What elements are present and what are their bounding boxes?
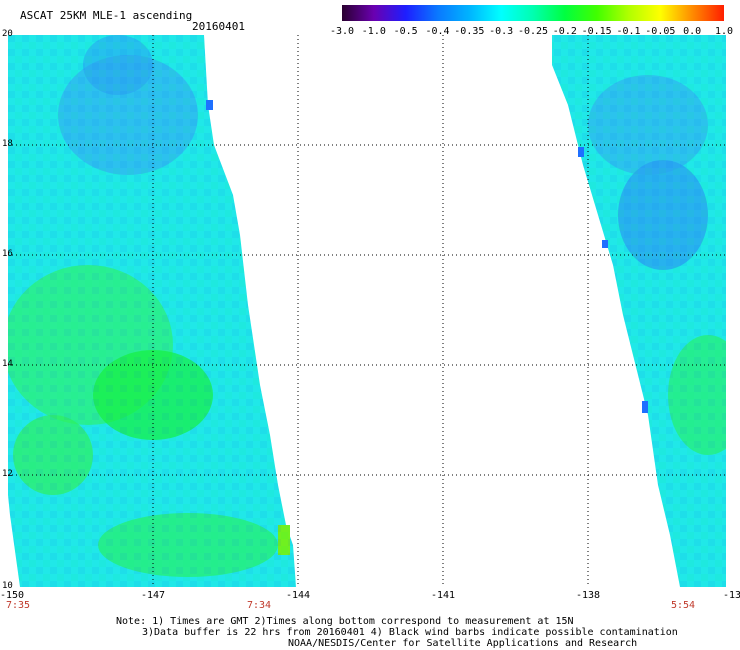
left-swath-texture: [8, 35, 296, 587]
colorbar-tick-label: -0.2: [552, 26, 577, 37]
colorbar-tick-label: -0.3: [489, 26, 514, 37]
latitude-label: 14: [2, 359, 13, 369]
note-line-3: NOAA/NESDIS/Center for Satellite Applica…: [288, 638, 638, 649]
edge-pixel: [578, 147, 584, 157]
time-label: 7:35: [5, 600, 31, 611]
time-label: 5:54: [670, 600, 696, 611]
note-line-2: 3)Data buffer is 22 hrs from 20160401 4)…: [142, 627, 678, 638]
longitude-label: -141: [430, 590, 456, 601]
date-label: 20160401: [192, 20, 245, 33]
note-line-1: Note: 1) Times are GMT 2)Times along bot…: [116, 616, 574, 627]
colorbar-tick-label: -0.1: [616, 26, 641, 37]
colorbar-tick-label: -0.35: [454, 26, 485, 37]
latitude-label: 12: [2, 469, 13, 479]
colorbar-tick-label: 0.0: [683, 26, 702, 37]
latitude-label: 16: [2, 249, 13, 259]
colorbar-tick-label: -0.15: [581, 26, 612, 37]
time-label: 7:34: [246, 600, 272, 611]
latitude-label: 20: [2, 29, 13, 39]
colorbar-tick-label: -1.0: [361, 26, 386, 37]
graticule: [8, 35, 726, 587]
colorbar-tick-label: -0.4: [425, 26, 450, 37]
colorbar-tick-label: -0.05: [645, 26, 676, 37]
colorbar-tick-label: -3.0: [329, 26, 355, 37]
colorbar-tick-label: -0.25: [517, 26, 549, 37]
edge-pixel: [642, 401, 648, 413]
longitude-label: -144: [285, 590, 311, 601]
latitude-label: 18: [2, 139, 13, 149]
longitude-label: -138: [575, 590, 601, 601]
edge-pixel: [206, 100, 213, 110]
longitude-label: -13: [722, 590, 740, 601]
colorbar-tick-label: -0.5: [393, 26, 418, 37]
edge-pixel: [602, 240, 608, 248]
map-plot: [8, 35, 726, 587]
longitude-label: -147: [140, 590, 166, 601]
latitude-label: 10: [2, 581, 13, 591]
colorbar-tick-label: 1.0: [714, 26, 734, 37]
colorbar: [342, 5, 724, 21]
longitude-label: -150: [0, 590, 25, 601]
right-swath-texture: [552, 35, 726, 587]
chart-title: ASCAT 25KM MLE-1 ascending: [20, 9, 193, 22]
